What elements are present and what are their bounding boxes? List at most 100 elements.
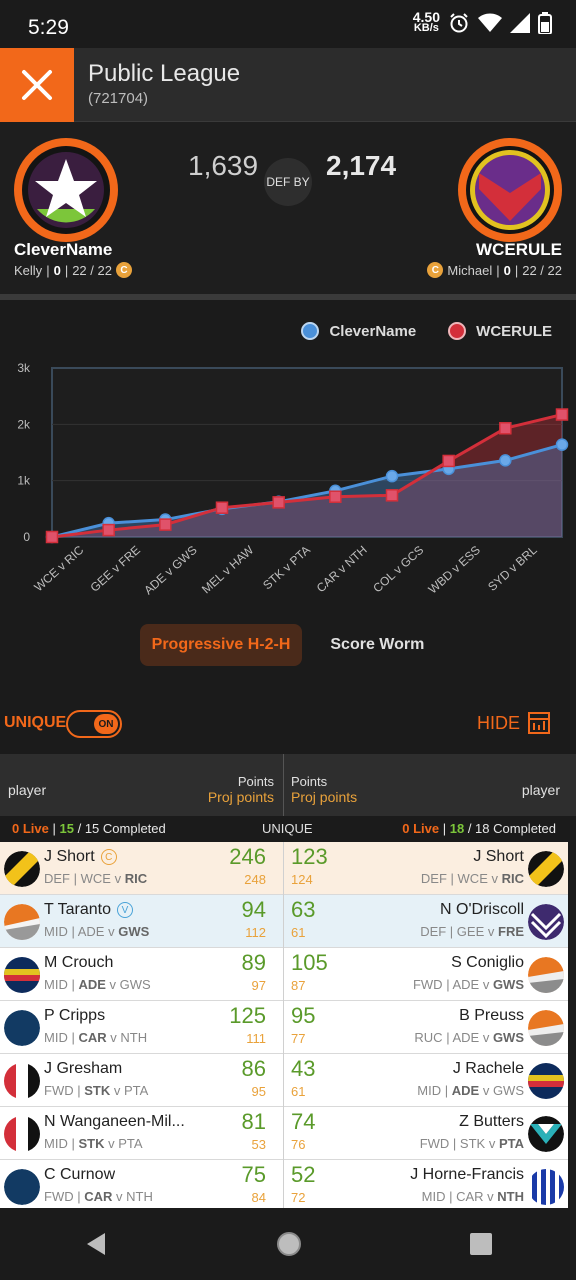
hide-button[interactable]: HIDE bbox=[477, 712, 550, 734]
matchup-panel: CleverName Kelly | 0 | 22 / 22 C 1,639 DEF B… bbox=[0, 122, 576, 294]
y-tick-label: 1k bbox=[17, 474, 31, 488]
legend-item-clevername[interactable]: CleverName bbox=[301, 322, 416, 340]
guernsey-icon bbox=[4, 1116, 40, 1152]
point-clevername bbox=[385, 469, 399, 483]
league-id: (721704) bbox=[88, 90, 149, 107]
player-info-right: DEF | GEE v FRE bbox=[420, 924, 524, 939]
point-wcerule bbox=[102, 523, 115, 537]
y-tick-label: 2k bbox=[17, 417, 31, 431]
coin-icon: C bbox=[115, 262, 132, 278]
player-row[interactable]: J Gresham FWD | STK v PTA 86 95 43 61 J Rachel… bbox=[0, 1054, 568, 1107]
table-header: player Points Proj points Points Proj poin… bbox=[0, 754, 576, 816]
player-row[interactable]: J Short C DEF | WCE v RIC 246 248 123 124 J Sho… bbox=[0, 842, 568, 895]
player-row[interactable]: P Cripps MID | CAR v NTH 125 111 95 77 B Preus… bbox=[0, 1001, 568, 1054]
table-icon bbox=[528, 712, 550, 734]
x-tick-label: STK v PTA bbox=[260, 543, 313, 593]
tab-progressive-h2h[interactable]: Progressive H-2-H bbox=[139, 624, 303, 666]
point-wcerule bbox=[215, 501, 229, 514]
player-name-right: Z Butters bbox=[459, 1113, 524, 1130]
tab-score-worm[interactable]: Score Worm bbox=[330, 636, 425, 653]
player-info-right: MID | CAR v NTH bbox=[421, 1189, 524, 1204]
player-row[interactable]: T Taranto V MID | ADE v GWS 94 112 63 61 N O'Dr… bbox=[0, 895, 568, 948]
chart-legend: CleverName WCERULE bbox=[301, 322, 552, 340]
signal-icon bbox=[510, 13, 530, 33]
proj-right: 61 bbox=[291, 925, 306, 940]
points-right: 52 bbox=[291, 1162, 316, 1187]
team-logo-right[interactable] bbox=[458, 138, 562, 242]
points-right: 123 bbox=[291, 844, 328, 869]
guernsey-icon bbox=[528, 957, 564, 993]
points-left: 81 bbox=[241, 1109, 266, 1134]
guernsey-icon bbox=[4, 957, 40, 993]
star-logo-icon bbox=[22, 146, 110, 234]
points-left: 86 bbox=[241, 1056, 266, 1081]
legend-item-wcerule[interactable]: WCERULE bbox=[448, 322, 552, 340]
points-left: 75 bbox=[241, 1162, 266, 1187]
unique-switch[interactable]: ON bbox=[66, 710, 122, 738]
player-info-right: MID | ADE v GWS bbox=[417, 1083, 524, 1098]
home-nav-icon[interactable] bbox=[275, 1230, 303, 1258]
team-name-right: WCERULE bbox=[476, 240, 562, 259]
player-info-right: RUC | ADE v GWS bbox=[414, 1030, 524, 1045]
guernsey-icon bbox=[528, 1116, 564, 1152]
proj-left: 95 bbox=[251, 1084, 266, 1099]
chevron-logo-icon bbox=[466, 146, 554, 234]
points-right: 43 bbox=[291, 1056, 316, 1081]
back-nav-icon[interactable] bbox=[83, 1231, 109, 1257]
point-wcerule bbox=[159, 518, 172, 531]
player-name-right: B Preuss bbox=[459, 1007, 524, 1024]
header-points-right: Points Proj points bbox=[291, 774, 358, 805]
player-info-left: FWD | CAR v NTH bbox=[44, 1189, 153, 1204]
proj-left: 112 bbox=[245, 925, 266, 940]
proj-right: 76 bbox=[291, 1137, 306, 1152]
point-wcerule bbox=[555, 408, 569, 421]
player-row[interactable]: N Wanganeen-Mil... MID | STK v PTA 81 53 74 7… bbox=[0, 1107, 568, 1160]
wifi-icon bbox=[478, 13, 502, 32]
x-tick-label: ADE v GWS bbox=[141, 543, 199, 598]
player-info-right: FWD | ADE v GWS bbox=[412, 977, 524, 992]
x-tick-label: SYD v BRL bbox=[485, 543, 540, 594]
player-info-left: MID | STK v PTA bbox=[44, 1136, 143, 1151]
player-row[interactable]: C Curnow FWD | CAR v NTH 75 84 52 72 J Horne-F… bbox=[0, 1160, 568, 1213]
series-area-clevername bbox=[52, 444, 562, 537]
point-wcerule bbox=[499, 422, 512, 435]
guernsey-icon bbox=[528, 1063, 564, 1099]
header-points-left: Points Proj points bbox=[207, 774, 274, 805]
battery-icon bbox=[538, 12, 552, 34]
series-line-wcerule bbox=[51, 413, 563, 539]
points-right: 63 bbox=[291, 897, 316, 922]
proj-left: 97 bbox=[251, 978, 266, 993]
player-name-right: J Short bbox=[473, 848, 524, 865]
team-logo-left[interactable] bbox=[14, 138, 118, 242]
coin-icon: C bbox=[427, 262, 444, 278]
points-left: 246 bbox=[229, 844, 266, 869]
network-speed: 4.50 KB/s bbox=[412, 9, 440, 34]
close-button[interactable] bbox=[0, 48, 74, 122]
team-name-left: CleverName bbox=[14, 240, 113, 259]
player-name-right: J Rachele bbox=[452, 1060, 524, 1077]
player-info-left: MID | ADE v GWS bbox=[44, 977, 151, 992]
system-nav-bar bbox=[0, 1208, 576, 1280]
player-name-left: T Taranto V bbox=[44, 901, 134, 919]
proj-right: 87 bbox=[291, 978, 306, 993]
status-right: 0 Live | 18 / 18 Completed bbox=[402, 821, 556, 836]
player-info-left: FWD | STK v PTA bbox=[44, 1083, 149, 1098]
x-tick-label: MEL v HAW bbox=[199, 542, 257, 596]
league-title: Public League bbox=[88, 60, 241, 87]
app-header: Public League (721704) bbox=[0, 48, 576, 122]
recents-nav-icon[interactable] bbox=[469, 1232, 493, 1256]
unique-label: UNIQUE bbox=[4, 714, 67, 731]
x-tick-label: WCE v RIC bbox=[31, 543, 86, 595]
player-row[interactable]: M Crouch MID | ADE v GWS 89 97 105 87 S Conigl… bbox=[0, 948, 568, 1001]
proj-left: 248 bbox=[244, 872, 266, 887]
player-name-left: J Short C bbox=[44, 848, 117, 866]
y-tick-label: 3k bbox=[17, 361, 31, 375]
header-player-left: player bbox=[8, 782, 47, 798]
status-icons: 4.50 KB/s bbox=[412, 9, 552, 34]
player-info-right: DEF | WCE v RIC bbox=[420, 871, 524, 886]
points-right: 105 bbox=[291, 950, 328, 975]
x-tick-label: WBD v ESS bbox=[426, 543, 483, 597]
captain-icon: C bbox=[100, 849, 117, 865]
hide-label: HIDE bbox=[476, 712, 520, 733]
